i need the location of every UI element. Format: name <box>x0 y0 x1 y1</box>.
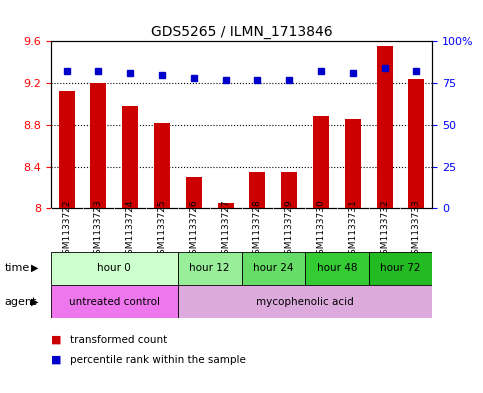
Text: GSM1133722: GSM1133722 <box>62 200 71 260</box>
Text: time: time <box>5 263 30 273</box>
Text: GSM1133731: GSM1133731 <box>348 200 357 260</box>
Bar <box>51 285 178 318</box>
Bar <box>313 116 329 208</box>
Bar <box>122 106 138 208</box>
Text: GSM1133732: GSM1133732 <box>380 200 389 260</box>
Text: mycophenolic acid: mycophenolic acid <box>256 297 354 307</box>
Text: ▶: ▶ <box>31 297 39 307</box>
Text: percentile rank within the sample: percentile rank within the sample <box>70 354 246 365</box>
Text: GSM1133725: GSM1133725 <box>157 200 167 260</box>
Bar <box>305 252 369 285</box>
Text: GSM1133723: GSM1133723 <box>94 200 103 260</box>
Bar <box>377 46 393 208</box>
Bar <box>90 83 106 208</box>
Text: GSM1133727: GSM1133727 <box>221 200 230 260</box>
Text: hour 12: hour 12 <box>189 263 230 273</box>
Text: GSM1133724: GSM1133724 <box>126 200 135 260</box>
Text: GSM1133726: GSM1133726 <box>189 200 199 260</box>
Bar <box>281 172 297 208</box>
Bar <box>178 285 432 318</box>
Bar <box>369 252 432 285</box>
Bar <box>51 252 178 285</box>
Text: hour 72: hour 72 <box>380 263 421 273</box>
Text: ▶: ▶ <box>31 263 39 273</box>
Bar <box>58 92 74 208</box>
Text: hour 48: hour 48 <box>317 263 357 273</box>
Text: GSM1133733: GSM1133733 <box>412 200 421 260</box>
Bar <box>218 203 234 208</box>
Bar <box>186 177 202 208</box>
Text: agent: agent <box>5 297 37 307</box>
Text: hour 24: hour 24 <box>253 263 294 273</box>
Bar <box>345 119 361 208</box>
Text: GSM1133729: GSM1133729 <box>284 200 294 260</box>
Bar <box>409 79 425 208</box>
Text: GSM1133730: GSM1133730 <box>316 200 326 260</box>
Text: ■: ■ <box>51 354 61 365</box>
Title: GDS5265 / ILMN_1713846: GDS5265 / ILMN_1713846 <box>151 25 332 39</box>
Bar <box>249 172 265 208</box>
Bar <box>242 252 305 285</box>
Text: hour 0: hour 0 <box>98 263 131 273</box>
Text: GSM1133728: GSM1133728 <box>253 200 262 260</box>
Bar <box>178 252 242 285</box>
Text: untreated control: untreated control <box>69 297 160 307</box>
Bar <box>154 123 170 208</box>
Text: ■: ■ <box>51 335 61 345</box>
Text: transformed count: transformed count <box>70 335 167 345</box>
